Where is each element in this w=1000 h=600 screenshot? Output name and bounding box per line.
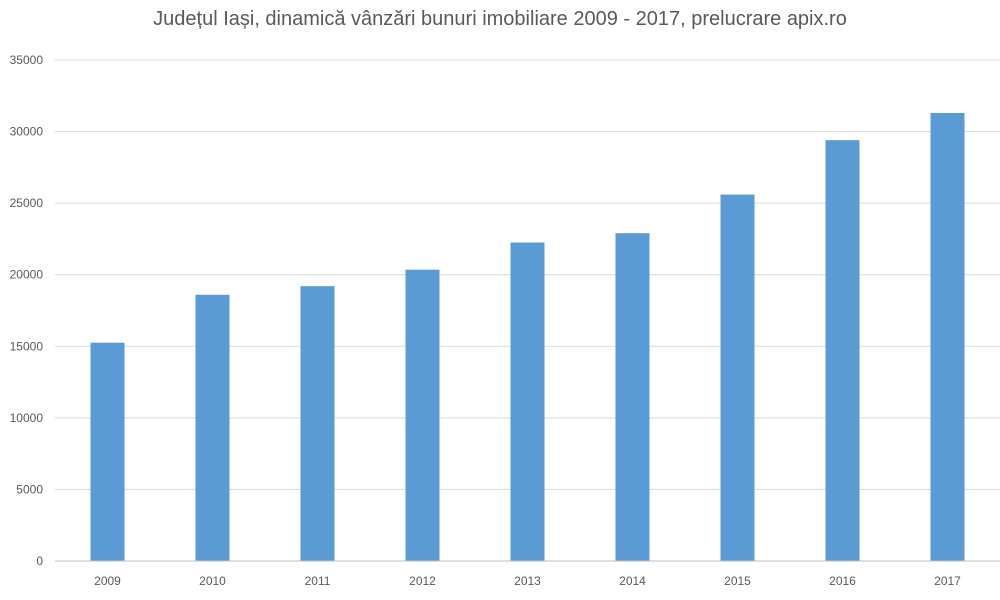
- y-tick-label-0: 0: [36, 554, 43, 568]
- x-tick-label-2009: 2009: [94, 574, 121, 588]
- x-tick-label-2017: 2017: [934, 574, 961, 588]
- bar-2011: [300, 286, 335, 561]
- bar-2016: [825, 140, 860, 561]
- x-tick-label-2013: 2013: [514, 574, 541, 588]
- x-tick-label-2016: 2016: [829, 574, 856, 588]
- y-tick-label-25000: 25000: [10, 196, 44, 210]
- y-tick-label-15000: 15000: [10, 339, 44, 353]
- y-tick-label-5000: 5000: [16, 482, 43, 496]
- x-tick-label-2011: 2011: [305, 574, 331, 588]
- y-tick-label-35000: 35000: [10, 53, 44, 67]
- chart-title: Județul Iași, dinamică vânzări bunuri im…: [153, 8, 847, 30]
- x-tick-label-2014: 2014: [619, 574, 646, 588]
- x-tick-label-2015: 2015: [724, 574, 751, 588]
- bar-2013: [510, 242, 545, 561]
- bar-2012: [405, 269, 440, 561]
- bar-2009: [90, 342, 125, 561]
- bar-2017: [930, 112, 965, 561]
- y-tick-label-10000: 10000: [10, 411, 44, 425]
- bar-2010: [195, 294, 230, 561]
- bar-2014: [615, 233, 650, 561]
- x-tick-label-2010: 2010: [199, 574, 226, 588]
- bar-2015: [720, 194, 755, 561]
- y-tick-label-30000: 30000: [10, 125, 44, 139]
- y-tick-label-20000: 20000: [10, 268, 44, 282]
- x-tick-label-2012: 2012: [409, 574, 436, 588]
